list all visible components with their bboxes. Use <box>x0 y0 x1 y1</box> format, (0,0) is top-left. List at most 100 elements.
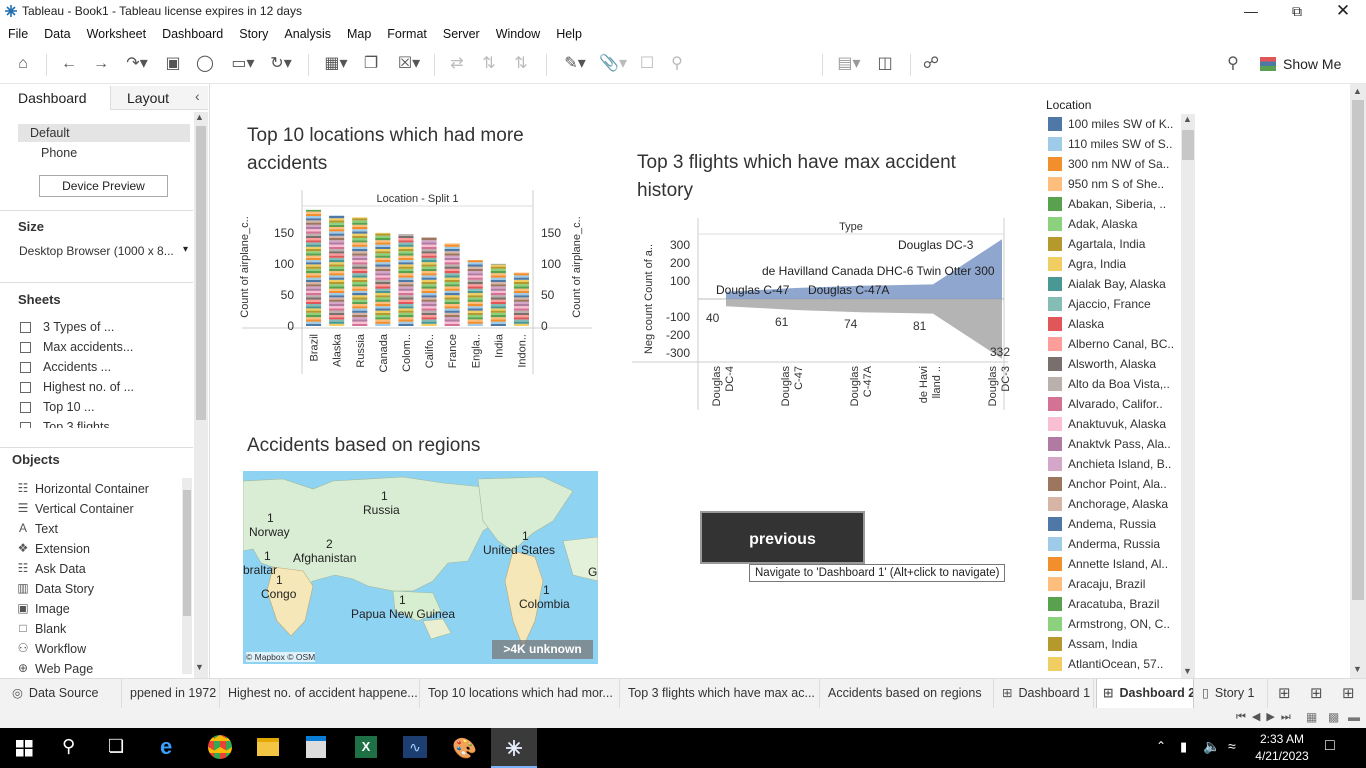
minimize-icon[interactable]: — <box>1244 3 1258 19</box>
undo-icon[interactable]: ← <box>61 55 77 72</box>
pause-updates-icon[interactable]: ▭▾ <box>231 55 255 72</box>
chart1-bar[interactable] <box>329 215 345 326</box>
save-icon[interactable]: ▣ <box>165 55 181 72</box>
clock-date[interactable]: 4/21/2023 <box>1255 749 1309 763</box>
share-icon[interactable]: ☍ <box>922 55 940 72</box>
menu-analysis[interactable]: Analysis <box>284 27 331 41</box>
legend-item[interactable]: Alaska <box>1048 314 1104 334</box>
map-count-label[interactable]: 1 <box>267 511 274 525</box>
legend-item[interactable]: Alto da Boa Vista,.. <box>1048 374 1170 394</box>
new-worksheet-icon[interactable]: ▦▾ <box>324 55 348 72</box>
paint-icon[interactable]: 🎨 <box>452 738 477 760</box>
sheet-item[interactable]: Highest no. of ... <box>18 378 190 396</box>
notifications-icon[interactable]: □ <box>1325 737 1335 754</box>
highlight-icon[interactable]: ✎▾ <box>564 55 586 72</box>
wifi-icon[interactable]: ≈ <box>1228 738 1236 754</box>
tray-chevron-up-icon[interactable]: ⌃ <box>1156 739 1167 753</box>
legend-item[interactable]: Alberno Canal, BC.. <box>1048 334 1174 354</box>
chart1-bar[interactable] <box>513 272 529 326</box>
object-extension[interactable]: ❖ Extension <box>16 540 181 558</box>
chart1-bar[interactable] <box>306 209 322 326</box>
chart1-bar[interactable] <box>467 260 483 326</box>
legend-item[interactable]: Alsworth, Alaska <box>1048 354 1156 374</box>
volume-icon[interactable]: 🔈 <box>1203 738 1221 754</box>
object-ask-data[interactable]: ☷ Ask Data <box>16 560 181 578</box>
tab-highest-no-of-accident-happene-[interactable]: Highest no. of accident happene... <box>222 679 420 708</box>
clear-icon[interactable]: ☒▾ <box>397 55 421 72</box>
legend-item[interactable]: Anaktuvuk, Alaska <box>1048 414 1166 434</box>
chart2-area-negative[interactable] <box>726 299 1002 359</box>
legend-item[interactable]: Alvarado, Califor.. <box>1048 394 1163 414</box>
label-icon[interactable]: ☐ <box>639 55 655 72</box>
sort-descending-icon[interactable]: ⇅ <box>514 55 528 72</box>
chrome-icon[interactable] <box>208 735 232 759</box>
legend-item[interactable]: Anaktvk Pass, Ala.. <box>1048 434 1171 454</box>
legend-item[interactable]: Aialak Bay, Alaska <box>1048 274 1166 294</box>
map-count-label[interactable]: 2 <box>326 537 333 551</box>
objects-scrollbar[interactable] <box>182 478 192 674</box>
map-count-label[interactable]: 1 <box>399 593 406 607</box>
object-text[interactable]: A Text <box>16 520 181 538</box>
group-icon[interactable]: 📎▾ <box>599 55 627 72</box>
show-cards-icon[interactable]: ▤▾ <box>837 55 861 72</box>
format-painter-icon[interactable]: ⚲ <box>1227 55 1239 72</box>
chart2-area-positive[interactable] <box>726 239 1002 299</box>
tableau-taskbar-icon[interactable] <box>491 728 537 768</box>
legend-item[interactable]: 950 nm S of She.. <box>1048 174 1164 194</box>
dashboard-scrollbar[interactable]: ▲ ▼ <box>1350 84 1366 678</box>
chart1-bar[interactable] <box>375 232 391 326</box>
object-blank[interactable]: □ Blank <box>16 620 181 638</box>
menu-help[interactable]: Help <box>556 27 582 41</box>
battery-icon[interactable]: ▮ <box>1180 739 1188 754</box>
sheet-item[interactable]: Max accidents... <box>18 338 190 356</box>
tab-view-icon[interactable]: ▬ <box>1348 710 1360 724</box>
size-dropdown[interactable]: Desktop Browser (1000 x 8... ▾ <box>18 242 192 260</box>
tab-data-source[interactable]: ◎ Data Source <box>6 679 122 708</box>
home-icon[interactable]: ⌂ <box>18 55 28 72</box>
show-me-button[interactable]: Show Me <box>1260 54 1341 74</box>
left-pane-scrollbar[interactable]: ▲ ▼ <box>194 112 208 678</box>
legend-item[interactable]: Assam, India <box>1048 634 1137 654</box>
pin-icon[interactable]: ⚲ <box>671 55 683 72</box>
menu-format[interactable]: Format <box>387 27 427 41</box>
menu-server[interactable]: Server <box>442 27 480 41</box>
tab-top-10-locations-which-had-mor-[interactable]: Top 10 locations which had mor... <box>422 679 620 708</box>
tab-dashboard[interactable]: Dashboard <box>0 86 110 112</box>
tab-story-1[interactable]: ▯ Story 1 <box>1196 679 1268 708</box>
presentation-mode-icon[interactable]: ◫ <box>877 55 893 72</box>
legend-item[interactable]: Abakan, Siberia, .. <box>1048 194 1166 214</box>
legend-item[interactable]: Annette Island, Al.. <box>1048 554 1168 574</box>
chart1-bar[interactable] <box>490 263 506 326</box>
swap-icon[interactable]: ⇄ <box>450 55 464 72</box>
legend-item[interactable]: Ajaccio, France <box>1048 294 1151 314</box>
legend-item[interactable]: Agartala, India <box>1048 234 1145 254</box>
tab-ppened-in-1972[interactable]: ppened in 1972 <box>124 679 220 708</box>
store-icon[interactable] <box>306 736 326 758</box>
world-map[interactable]: 1 Russia 1 Norway 2 Afghanistan 1 braltar 1 Congo… <box>243 471 598 664</box>
task-view-icon[interactable]: ❏ <box>108 736 125 756</box>
map-count-label[interactable]: 1 <box>522 529 529 543</box>
chart1-bar[interactable] <box>352 217 368 326</box>
object-workflow[interactable]: ⚇ Workflow <box>16 640 181 658</box>
legend-item[interactable]: Andema, Russia <box>1048 514 1156 534</box>
menu-worksheet[interactable]: Worksheet <box>86 27 147 41</box>
legend-item[interactable]: 300 nm NW of Sa.. <box>1048 154 1169 174</box>
redo-icon[interactable]: → <box>93 55 109 72</box>
legend-item[interactable]: Anchorage, Alaska <box>1048 494 1168 514</box>
edge-icon[interactable]: e <box>160 734 173 759</box>
legend-item[interactable]: Agra, India <box>1048 254 1126 274</box>
tab-dashboard-1[interactable]: ⊞ Dashboard 1 <box>996 679 1094 708</box>
menu-window[interactable]: Window <box>495 27 541 41</box>
map-count-label[interactable]: 1 <box>264 549 271 563</box>
sheet-item[interactable]: 3 Types of ... <box>18 318 190 336</box>
legend-item[interactable]: Aracaju, Brazil <box>1048 574 1145 594</box>
excel-icon[interactable]: X <box>355 736 377 758</box>
mysql-icon[interactable]: ∿ <box>403 736 427 758</box>
legend-scrollbar-thumb[interactable] <box>1182 130 1194 160</box>
sheet-navigation-icon[interactable]: ⏮◀▶⏭ <box>1236 711 1297 723</box>
chart1-bar[interactable] <box>444 243 460 326</box>
new-worksheet-tab-icon[interactable]: ⊞ <box>1278 685 1291 702</box>
legend-scrollbar[interactable]: ▲ ▼ <box>1181 114 1195 678</box>
chart1-bar[interactable] <box>398 234 414 326</box>
collapse-pane-icon[interactable]: ‹ <box>195 88 200 104</box>
